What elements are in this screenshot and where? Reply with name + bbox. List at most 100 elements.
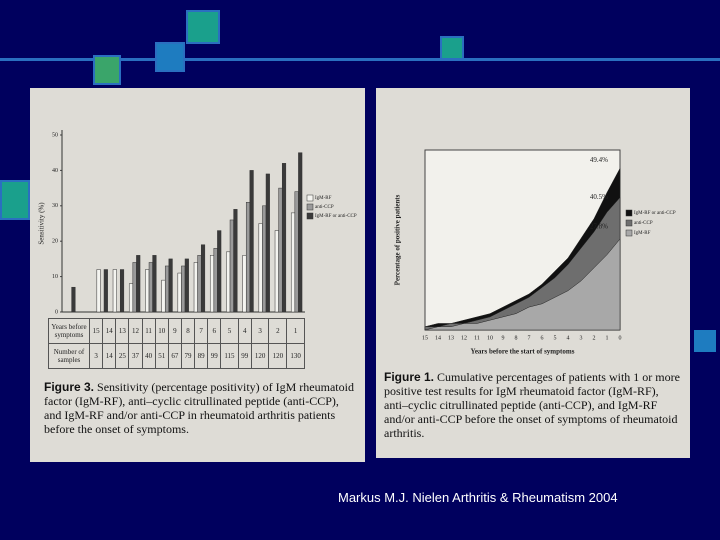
x-tick-label: 14 (435, 335, 441, 341)
table-cell: 1 (286, 318, 305, 344)
bar (209, 255, 215, 313)
y-axis-label: Percentage of positive patients (394, 194, 402, 285)
x-tick-label: 13 (448, 335, 454, 341)
bar (152, 255, 157, 313)
y-tick-label: 30 (52, 203, 58, 209)
row-header: Years before symptoms (48, 318, 90, 344)
caption-text: Cumulative percentages of patients with … (384, 370, 680, 440)
caption: Figure 1. Cumulative percentages of pati… (384, 370, 682, 440)
bar (200, 244, 206, 313)
x-tick-label: 4 (567, 335, 570, 341)
table-cell: 6 (207, 318, 222, 344)
bar (128, 283, 134, 313)
bar (278, 187, 283, 313)
table-cell: 99 (237, 343, 252, 369)
y-tick-label: 10 (52, 274, 58, 280)
y-tick-label: 0 (55, 309, 58, 315)
table-cell: 120 (268, 343, 288, 369)
bar (148, 262, 153, 313)
figure-panel: 15 14 13 12 11 10 9 8 7 6 5 4 3 2 1 0 Years before the s… (376, 88, 690, 458)
bar (265, 173, 270, 313)
bar (96, 269, 101, 313)
annotation: 40.5% (590, 193, 608, 201)
table-cell: 25 (115, 343, 130, 369)
row-header: Number of samples (48, 343, 90, 369)
bar (145, 269, 150, 313)
deco-square (694, 330, 716, 352)
table-row: Number of samples 3 14 25 37 40 51 67 79 89 99 115 9… (48, 343, 305, 369)
bar (112, 269, 117, 313)
y-axis-label: Sensitivity (%) (38, 202, 46, 245)
table-cell: 13 (115, 318, 130, 344)
chart: 0 10 20 30 40 50 Sensitivity (%) IgM-RF anti-CCP… (38, 130, 357, 315)
caption-label: Figure 1. (384, 370, 435, 384)
table-cell: 51 (154, 343, 169, 369)
x-tick-label: 5 (554, 335, 557, 341)
bar (274, 230, 279, 313)
x-tick-label: 0 (619, 335, 622, 341)
legend-label: IgM-RF (315, 196, 332, 201)
table-row: Years before symptoms 15 14 13 12 11 10 9 8 7 6 5 4 3… (48, 318, 305, 344)
table-cell: 79 (180, 343, 196, 369)
x-tick-label: 2 (593, 335, 596, 341)
bar (226, 251, 231, 313)
table-cell: 14 (102, 343, 117, 369)
area (424, 238, 621, 331)
bar (132, 262, 137, 313)
table-cell: 130 (286, 343, 305, 369)
citation: Markus M.J. Nielen Arthritis & Rheumatis… (338, 490, 618, 505)
annotation: 27.8% (590, 223, 608, 231)
table-cell: 15 (88, 318, 104, 344)
legend-label: IgM-RF or anti-CCP (315, 214, 357, 219)
bar (217, 230, 222, 313)
figure-panel: 0 10 20 30 40 50 Sensitivity (%) IgM-RF anti-CCP… (30, 88, 365, 462)
bar (168, 258, 173, 313)
bar (242, 255, 247, 313)
x-tick-label: 6 (541, 335, 544, 341)
x-axis-label: Years before the start of symptoms (471, 348, 575, 356)
bar (229, 219, 234, 313)
bar (262, 205, 267, 313)
x-tick-label: 3 (580, 335, 583, 341)
bar (233, 209, 238, 313)
x-tick-label: 15 (422, 335, 428, 341)
table-cell: 7 (193, 318, 209, 344)
bar (249, 170, 254, 313)
deco-square (0, 180, 30, 220)
bar (184, 258, 189, 313)
table-cell: 99 (207, 343, 222, 369)
deco-square (440, 36, 464, 60)
bar (213, 248, 218, 313)
table-cell: 8 (180, 318, 196, 344)
x-tick-label: 1 (606, 335, 609, 341)
bar (164, 265, 170, 313)
table-cell: 2 (268, 318, 288, 344)
bar (294, 191, 299, 313)
deco-square (93, 55, 121, 85)
table-cell: 10 (154, 318, 169, 344)
bar (177, 272, 182, 313)
table-cell: 9 (167, 318, 182, 344)
rule-line (0, 58, 720, 61)
table-cell: 89 (193, 343, 209, 369)
x-tick-label: 9 (502, 335, 505, 341)
table-cell: 11 (141, 318, 156, 344)
caption: Figure 3. Sensitivity (percentage positi… (44, 380, 354, 436)
deco-square (155, 42, 185, 72)
bar (281, 163, 287, 313)
legend-label: IgM-RF or anti-CCP (634, 211, 676, 216)
table-cell: 40 (141, 343, 156, 369)
table-cell: 3 (250, 318, 270, 344)
bar (197, 255, 202, 313)
table-cell: 14 (102, 318, 117, 344)
x-tick-label: 7 (528, 335, 531, 341)
bar (298, 152, 303, 313)
bar (119, 269, 125, 313)
bar (193, 262, 198, 313)
y-tick-label: 40 (52, 168, 58, 174)
legend-swatch (625, 219, 633, 227)
y-tick-label: 50 (52, 132, 58, 138)
table-cell: 4 (237, 318, 252, 344)
bar (136, 255, 141, 313)
y-tick-label: 20 (52, 239, 58, 245)
